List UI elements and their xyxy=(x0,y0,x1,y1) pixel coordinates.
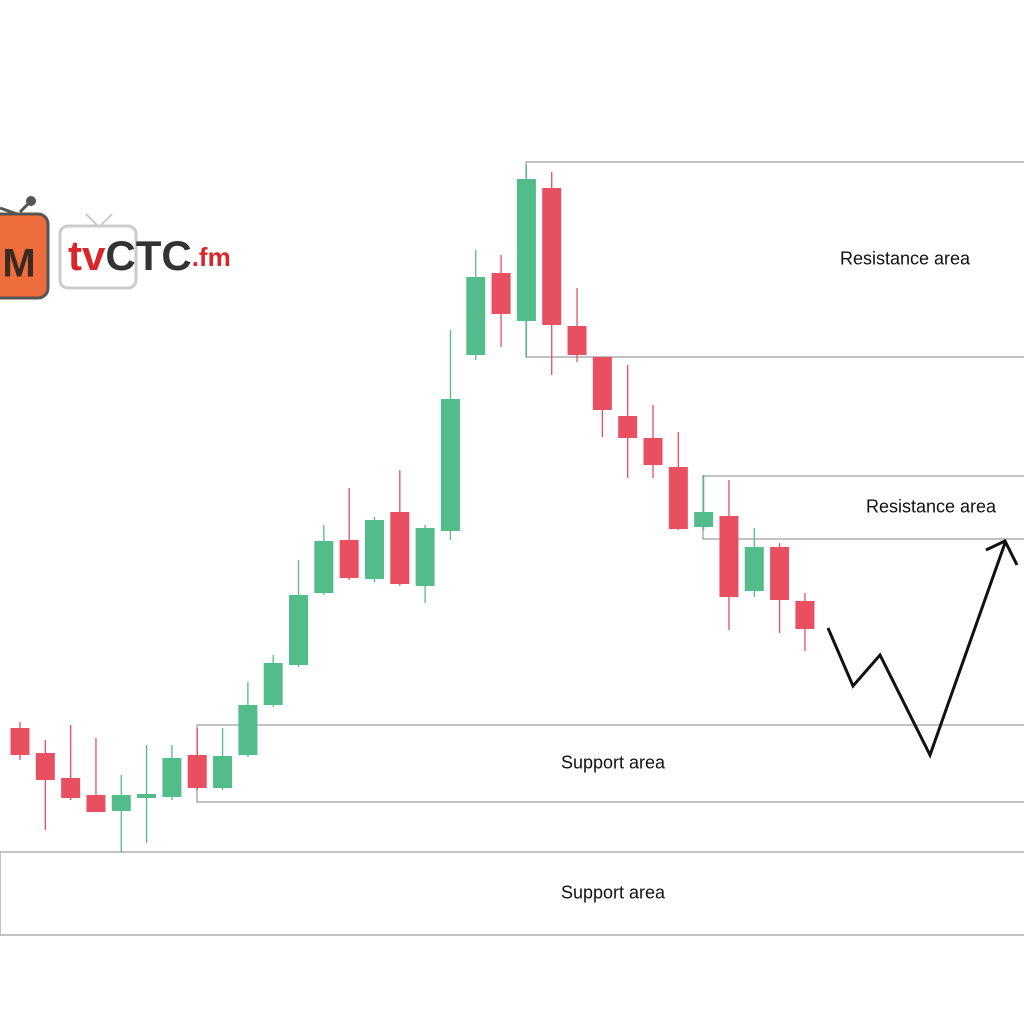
candle-body xyxy=(415,528,435,586)
candle-body xyxy=(86,795,106,812)
candle-body xyxy=(213,756,233,788)
logo-icon xyxy=(0,212,50,300)
candle-body xyxy=(61,778,81,798)
candle-body xyxy=(618,416,638,438)
logo-antenna xyxy=(85,213,99,227)
candle-body xyxy=(187,755,207,788)
projection-path xyxy=(826,542,1007,759)
zone-label: Support area xyxy=(561,752,666,772)
candle-body xyxy=(491,273,511,314)
logo-text: tvCTC.fm xyxy=(68,232,231,279)
candle-body xyxy=(364,520,384,579)
zone-label: Resistance area xyxy=(866,496,997,516)
projection xyxy=(826,539,1019,759)
candle-body xyxy=(314,541,334,593)
candle-body xyxy=(694,512,714,527)
zone-label: Support area xyxy=(561,882,666,902)
logo-fm: .fm xyxy=(192,242,231,272)
logo-ctc: CTC xyxy=(105,232,191,279)
arrow-head xyxy=(985,539,1019,566)
logo-antenna xyxy=(99,213,113,227)
candle-body xyxy=(339,540,359,578)
candle-body xyxy=(137,794,157,798)
candle-body xyxy=(238,705,258,755)
candle-body xyxy=(35,753,55,780)
logo-tv-frame xyxy=(58,224,138,290)
candle-body xyxy=(592,357,612,410)
candle-body xyxy=(770,547,790,600)
candles xyxy=(10,165,815,852)
candle-body xyxy=(567,326,587,355)
candle-body xyxy=(390,512,410,584)
candle-body xyxy=(744,547,764,591)
candle-body xyxy=(440,399,460,531)
candle-body xyxy=(289,595,309,665)
zone-label: Resistance area xyxy=(840,248,971,268)
candle-body xyxy=(162,758,182,797)
candle-body xyxy=(516,179,536,321)
candle-body xyxy=(542,188,562,325)
candle-body xyxy=(795,601,815,629)
logo-tv: tv xyxy=(68,232,106,279)
zones: Resistance area Resistance area Support ar… xyxy=(0,161,1024,936)
candle-body xyxy=(466,277,486,355)
zone xyxy=(0,851,1024,936)
logo: M tvCTC.fm xyxy=(0,196,231,300)
candle-body xyxy=(263,663,283,705)
candle-body xyxy=(643,438,663,465)
candle-body xyxy=(719,516,739,597)
candle-body xyxy=(10,728,30,755)
candle-body xyxy=(668,467,688,529)
logo-antenna-tip xyxy=(26,196,36,206)
logo-icon-letter: M xyxy=(2,242,35,286)
candle-body xyxy=(111,795,131,811)
